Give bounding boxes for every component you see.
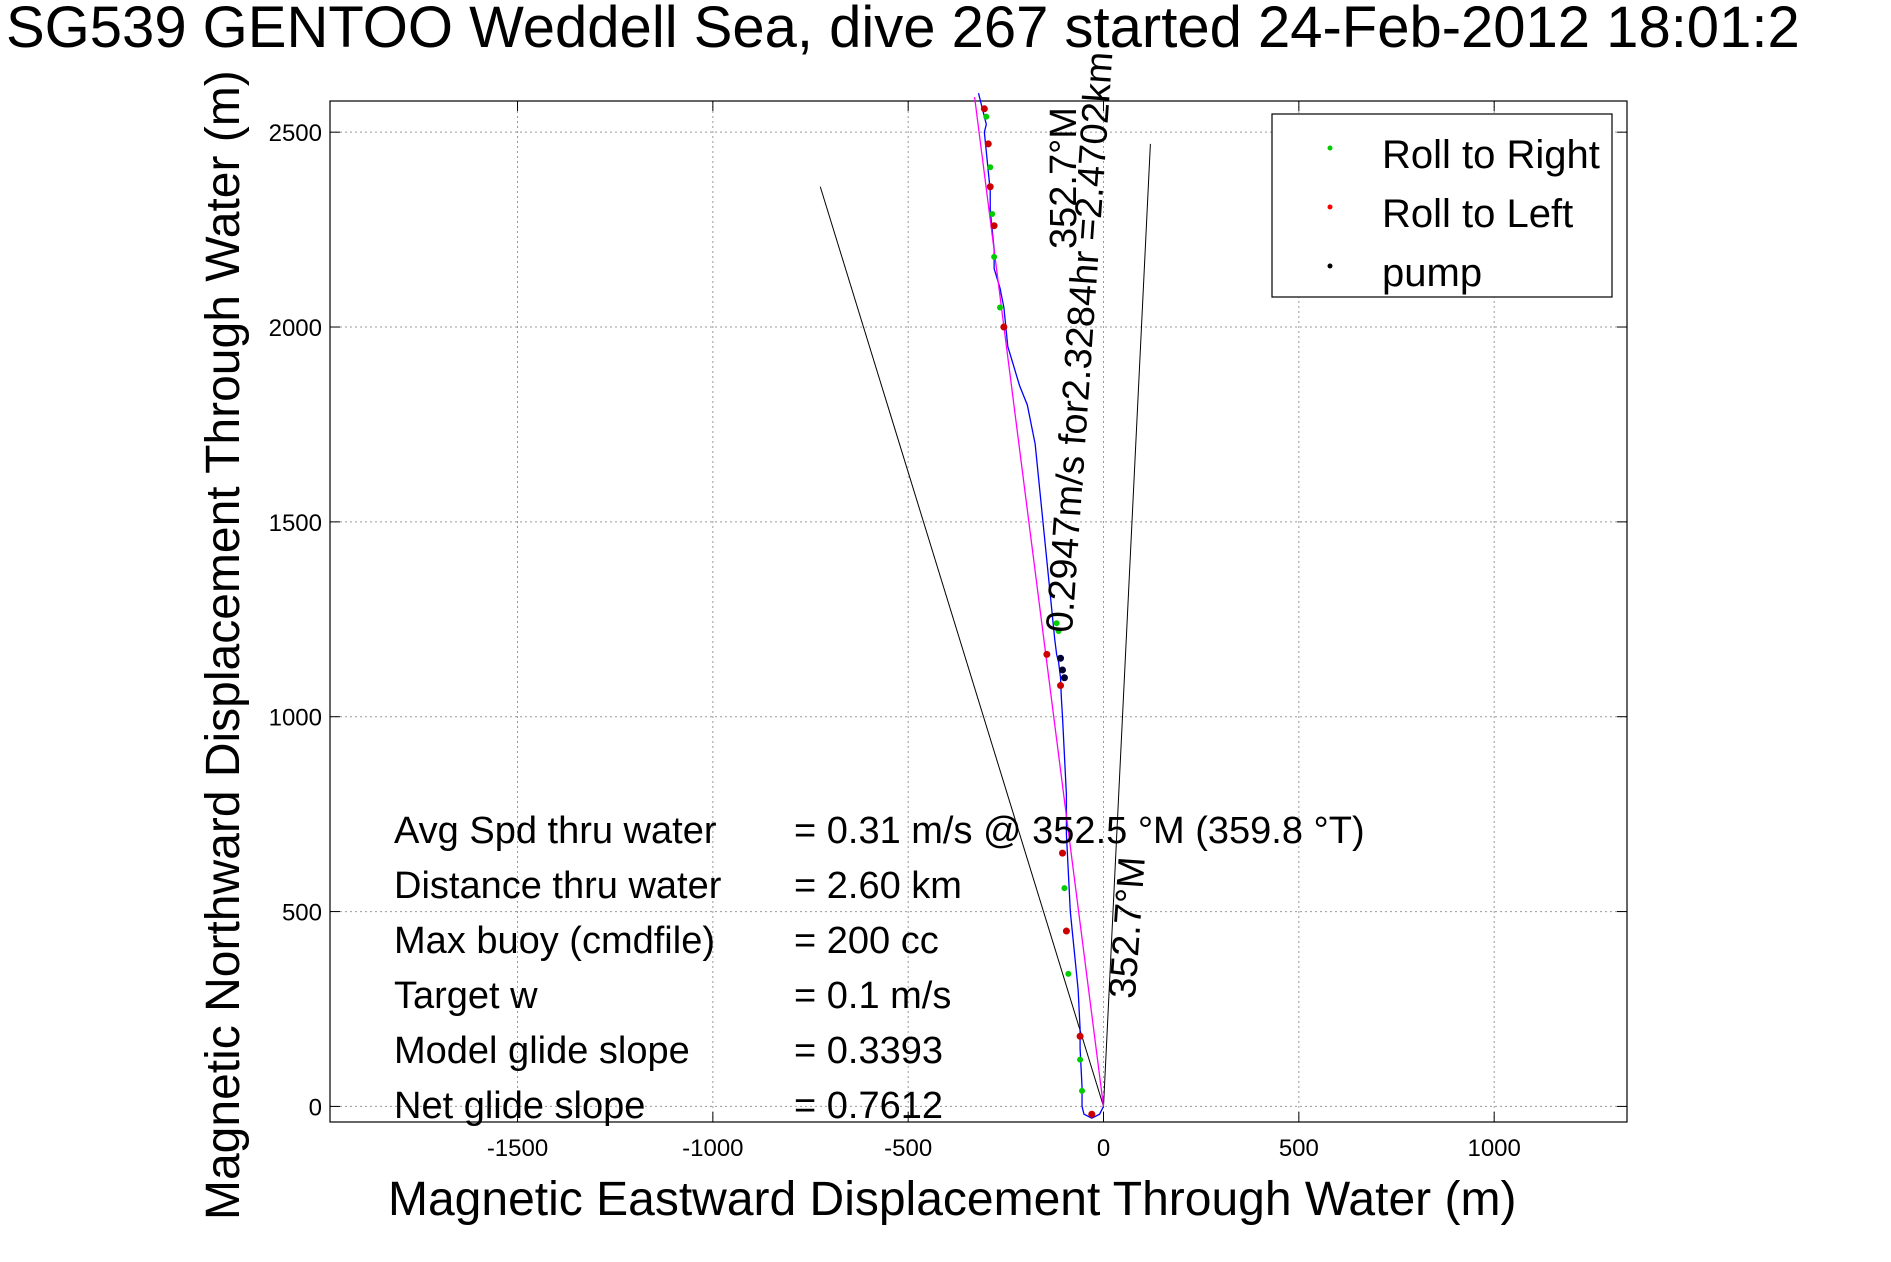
stats-value: = 0.7612	[794, 1085, 943, 1127]
x-tick-label: -1500	[487, 1135, 548, 1162]
wedge-lines	[819, 143, 1151, 1107]
legend-marker	[1327, 204, 1333, 210]
left-roll-marker	[986, 183, 994, 191]
stats-value: = 0.1 m/s	[794, 975, 952, 1017]
legend: Roll to Right Roll to Left pump	[1271, 113, 1613, 298]
x-tick-label: -1000	[682, 1135, 743, 1162]
wedge-line	[1103, 143, 1151, 1107]
legend-marker	[1327, 145, 1333, 151]
legend-label: pump	[1382, 251, 1482, 295]
stats-label: Distance thru water	[394, 865, 722, 907]
wedge-line	[819, 186, 1104, 1107]
left-roll-marker	[1088, 1110, 1096, 1118]
legend-label: Roll to Right	[1382, 133, 1600, 177]
axes: -1500 -1000 -500 0 500 1000 0 500 1000 1500 2000 25…	[269, 100, 1628, 1162]
right-roll-marker	[1053, 620, 1060, 627]
markers	[980, 105, 1096, 1118]
y-tick-label: 0	[309, 1094, 322, 1121]
right-roll-marker	[991, 253, 998, 260]
left-roll-marker	[1062, 927, 1070, 935]
x-tick-label: 1000	[1467, 1135, 1520, 1162]
right-roll-marker	[1079, 1087, 1086, 1094]
left-roll-marker	[984, 140, 992, 148]
stats-value: = 0.3393	[794, 1030, 943, 1072]
series-track	[977, 93, 1105, 1119]
right-roll-marker	[1077, 1056, 1084, 1063]
chart-title: SG539 GENTOO Weddell Sea, dive 267 start…	[6, 0, 1800, 60]
y-tick-label: 2000	[269, 315, 322, 342]
right-roll-marker	[1061, 885, 1068, 892]
x-tick-label: 500	[1279, 1135, 1319, 1162]
x-tick-label: -500	[884, 1135, 932, 1162]
right-roll-marker	[1065, 970, 1072, 977]
left-roll-marker	[1000, 323, 1008, 331]
stats-label: Target w	[394, 975, 538, 1017]
right-roll-marker	[987, 164, 994, 171]
stats-label: Net glide slope	[394, 1085, 646, 1127]
stats-value: = 2.60 km	[794, 865, 962, 907]
x-axis-label: Magnetic Eastward Displacement Through W…	[388, 1173, 1517, 1226]
left-roll-marker	[1058, 849, 1066, 857]
y-tick-label: 1500	[269, 510, 322, 537]
right-roll-marker	[1055, 627, 1062, 634]
right-roll-marker	[996, 304, 1003, 311]
y-axis-label: Magnetic Northward Displacement Through …	[197, 70, 250, 1220]
stats-label: Avg Spd thru water	[394, 810, 717, 852]
series	[973, 93, 1105, 1119]
legend-label: Roll to Left	[1382, 192, 1573, 236]
y-tick-label: 2500	[269, 120, 322, 147]
stats-rows: Avg Spd thru water = 0.31 m/s @ 352.5 °M …	[394, 810, 1365, 1140]
right-roll-marker	[989, 211, 996, 218]
y-tick-label: 500	[282, 900, 322, 927]
left-roll-marker	[1076, 1032, 1084, 1040]
series-mean	[973, 97, 1105, 1107]
left-roll-marker	[1057, 682, 1065, 690]
right-roll-marker	[983, 113, 990, 120]
pump-marker	[1058, 666, 1066, 674]
stats-label: Model glide slope	[394, 1030, 690, 1072]
stats-value: = 0.31 m/s @ 352.5 °M (359.8 °T)	[794, 810, 1365, 852]
pump-marker	[1057, 654, 1065, 662]
axes-box	[329, 100, 1628, 1123]
stats-value: = 200 cc	[794, 920, 939, 962]
pump-marker	[1060, 674, 1068, 682]
y-tick-label: 1000	[269, 705, 322, 732]
left-roll-marker	[990, 222, 998, 230]
x-tick-label: 0	[1097, 1135, 1110, 1162]
stats-label: Max buoy (cmdfile)	[394, 920, 715, 962]
left-roll-marker	[980, 105, 988, 113]
left-roll-marker	[1043, 650, 1051, 658]
legend-marker	[1327, 263, 1333, 269]
